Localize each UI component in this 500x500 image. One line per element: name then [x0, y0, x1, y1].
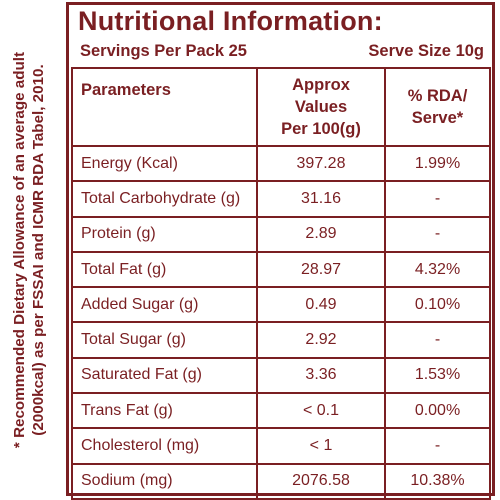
row-rda: 0.10% — [384, 286, 491, 324]
row-rda: 0.00% — [384, 392, 491, 430]
table-row: Total Sugar (g) 2.92 - — [71, 321, 491, 359]
header-rda-line1: % RDA/ — [407, 87, 468, 105]
header-approx-values-line2: Per 100(g) — [281, 120, 361, 138]
panel-title: Nutritional Information: — [78, 6, 383, 36]
header-approx-values: Approx Values Per 100(g) — [256, 67, 386, 147]
table-row: Trans Fat (g) < 0.1 0.00% — [71, 392, 491, 430]
rda-footnote-line2: (2000kcal) as per FSSAI and ICMR RDA Tab… — [30, 64, 47, 436]
header-rda-line2: Serve* — [411, 109, 464, 127]
row-value: 2.89 — [256, 215, 386, 253]
row-rda: 4.32% — [384, 250, 491, 289]
servings-per-pack: Servings Per Pack 25 — [80, 42, 247, 60]
table-row: Total Carbohydrate (g) 31.16 - — [71, 180, 491, 218]
table-header-row: Parameters Approx Values Per 100(g) % RD… — [71, 67, 491, 147]
table-row: Sodium (mg) 2076.58 10.38% — [71, 462, 491, 500]
rda-footnote: * Recommended Dietary Allowance of an av… — [0, 0, 58, 500]
row-rda: - — [384, 180, 491, 218]
row-value: 0.49 — [256, 286, 386, 324]
row-name: Added Sugar (g) — [71, 286, 258, 324]
row-value: 2076.58 — [256, 462, 386, 500]
row-name: Total Fat (g) — [71, 250, 258, 289]
table-row: Cholesterol (mg) < 1 - — [71, 427, 491, 465]
row-name: Trans Fat (g) — [71, 392, 258, 430]
table-row: Total Fat (g) 28.97 4.32% — [71, 250, 491, 289]
row-rda: 10.38% — [384, 462, 491, 500]
row-name: Energy (Kcal) — [71, 144, 258, 183]
row-value: 3.36 — [256, 356, 386, 395]
table-row: Energy (Kcal) 397.28 1.99% — [71, 144, 491, 183]
row-value: < 0.1 — [256, 392, 386, 430]
row-value: < 1 — [256, 427, 386, 465]
row-rda: 1.99% — [384, 144, 491, 183]
row-value: 397.28 — [256, 144, 386, 183]
serve-size: Serve Size 10g — [368, 42, 484, 60]
table-row: Saturated Fat (g) 3.36 1.53% — [71, 356, 491, 395]
header-parameters: Parameters — [71, 67, 258, 147]
row-name: Cholesterol (mg) — [71, 427, 258, 465]
row-name: Sodium (mg) — [71, 462, 258, 500]
row-name: Total Sugar (g) — [71, 321, 258, 359]
header-parameters-label: Parameters — [81, 81, 171, 99]
table-row: Added Sugar (g) 0.49 0.10% — [71, 286, 491, 324]
table-row: Protein (g) 2.89 - — [71, 215, 491, 253]
nutrition-table: Parameters Approx Values Per 100(g) % RD… — [71, 67, 491, 500]
row-name: Saturated Fat (g) — [71, 356, 258, 395]
row-value: 28.97 — [256, 250, 386, 289]
row-value: 31.16 — [256, 180, 386, 218]
row-value: 2.92 — [256, 321, 386, 359]
header-approx-values-line1: Approx Values — [292, 76, 350, 116]
row-rda: 1.53% — [384, 356, 491, 395]
rda-footnote-text: * Recommended Dietary Allowance of an av… — [10, 0, 48, 500]
row-rda: - — [384, 321, 491, 359]
header-rda: % RDA/ Serve* — [384, 67, 491, 147]
row-rda: - — [384, 427, 491, 465]
row-name: Protein (g) — [71, 215, 258, 253]
row-rda: - — [384, 215, 491, 253]
row-name: Total Carbohydrate (g) — [71, 180, 258, 218]
rda-footnote-line1: * Recommended Dietary Allowance of an av… — [11, 51, 28, 449]
